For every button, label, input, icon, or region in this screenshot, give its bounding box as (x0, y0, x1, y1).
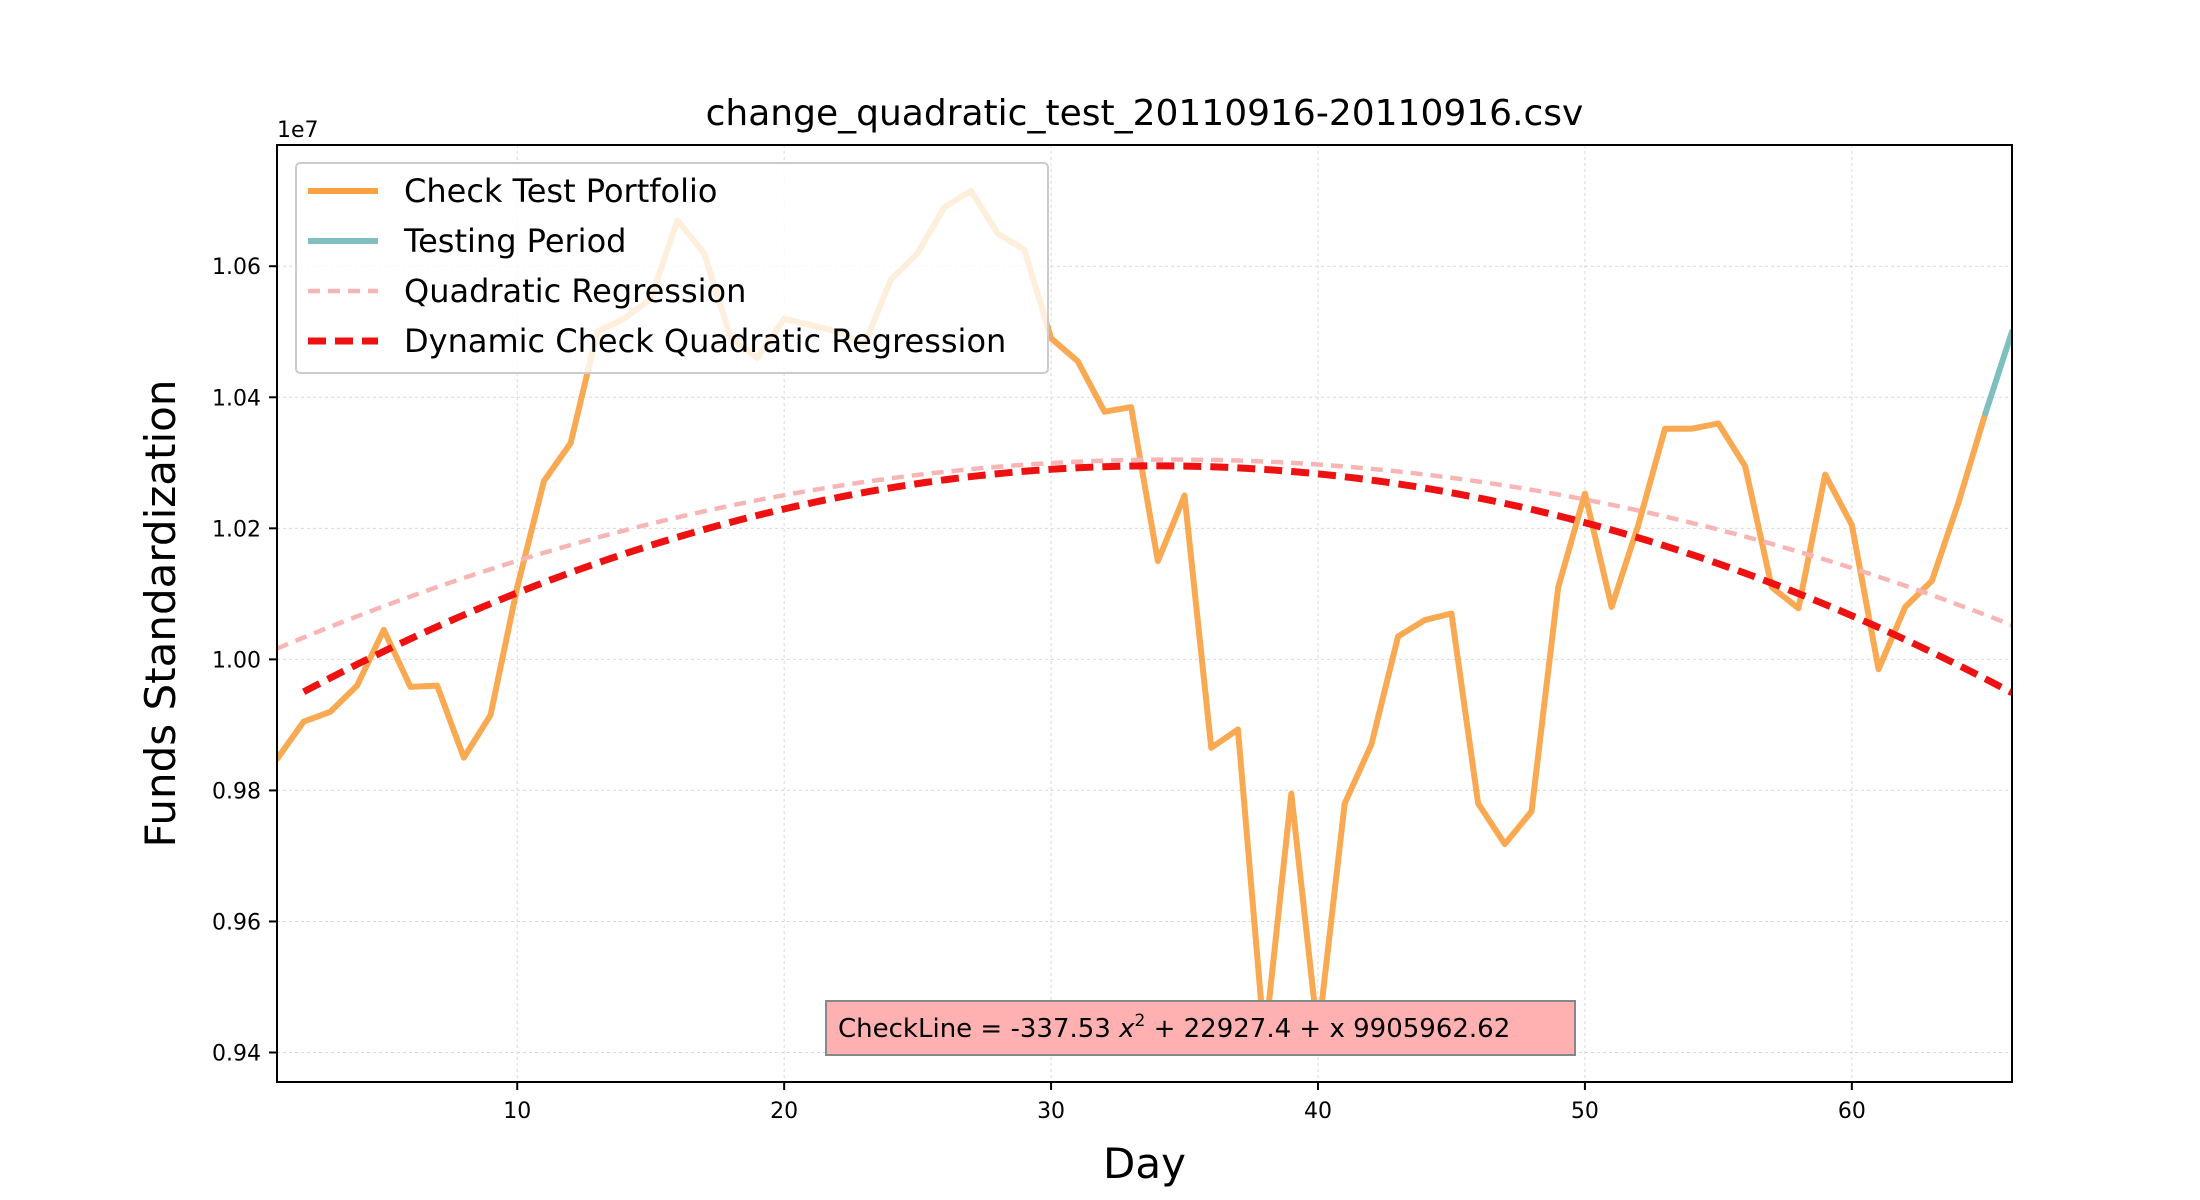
legend-label: Check Test Portfolio (404, 172, 717, 210)
annotation: CheckLine = -337.53 x2 + 22927.4 + x 990… (826, 1001, 1575, 1055)
x-tick-label: 30 (1037, 1099, 1065, 1124)
chart-title: change_quadratic_test_20110916-20110916.… (706, 93, 1584, 134)
annotation-var: x (1118, 1014, 1135, 1044)
y-offset-label: 1e7 (277, 118, 319, 143)
x-tick-label: 60 (1838, 1099, 1866, 1124)
y-tick-label: 1.06 (212, 255, 261, 280)
x-tick-label: 20 (770, 1099, 798, 1124)
annotation-prefix: CheckLine = -337.53 (838, 1014, 1119, 1044)
annotation-text: CheckLine = -337.53 x2 + 22927.4 + x 990… (838, 1011, 1510, 1044)
y-tick-label: 1.04 (212, 386, 261, 411)
x-axis-label: Day (1103, 1139, 1186, 1188)
y-tick-label: 1.00 (212, 648, 261, 673)
annotation-sup: 2 (1135, 1011, 1146, 1031)
annotation-suffix: + 22927.4 + x 9905962.62 (1145, 1014, 1510, 1044)
legend-label: Testing Period (403, 222, 626, 260)
x-tick-label: 10 (503, 1099, 531, 1124)
y-tick-label: 0.98 (212, 779, 261, 804)
x-tick-label: 40 (1304, 1099, 1332, 1124)
y-tick-label: 0.96 (212, 910, 261, 935)
y-tick-label: 0.94 (212, 1042, 261, 1067)
legend: Check Test Portfolio Testing Period Quadra… (296, 163, 1048, 373)
x-tick-label: 50 (1571, 1099, 1599, 1124)
y-axis-label: Funds Standardization (136, 380, 185, 848)
legend-label: Dynamic Check Quadratic Regression (404, 322, 1006, 360)
y-tick-label: 1.02 (212, 517, 261, 542)
legend-label: Quadratic Regression (404, 272, 746, 310)
